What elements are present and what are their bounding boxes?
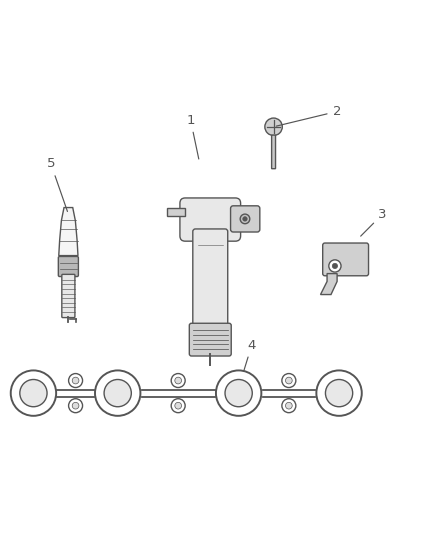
Circle shape [240,214,250,224]
Circle shape [20,379,47,407]
Circle shape [104,379,131,407]
Circle shape [11,370,56,416]
Circle shape [286,402,292,409]
FancyBboxPatch shape [272,135,276,169]
Circle shape [286,377,292,384]
Text: 2: 2 [276,105,341,126]
Circle shape [282,374,296,387]
Text: 4: 4 [244,338,256,371]
Polygon shape [167,207,185,216]
Circle shape [265,118,283,135]
Circle shape [171,374,185,387]
FancyBboxPatch shape [58,256,78,277]
Circle shape [316,370,362,416]
Circle shape [225,379,252,407]
FancyBboxPatch shape [193,229,228,328]
Circle shape [171,399,185,413]
Circle shape [175,377,181,384]
Circle shape [329,260,341,272]
FancyBboxPatch shape [230,206,260,232]
FancyBboxPatch shape [189,323,231,356]
FancyBboxPatch shape [180,198,240,241]
Circle shape [72,402,79,409]
Polygon shape [321,273,337,295]
Circle shape [72,377,79,384]
Circle shape [69,374,82,387]
Circle shape [69,399,82,413]
Circle shape [325,379,353,407]
FancyBboxPatch shape [62,274,75,318]
Circle shape [175,402,181,409]
Circle shape [243,217,247,221]
Circle shape [216,370,261,416]
Circle shape [282,399,296,413]
Text: 5: 5 [47,157,67,212]
Text: 3: 3 [360,208,387,236]
Circle shape [332,263,338,269]
Text: 1: 1 [187,114,199,159]
Circle shape [95,370,141,416]
FancyBboxPatch shape [323,243,368,276]
Polygon shape [59,207,78,256]
